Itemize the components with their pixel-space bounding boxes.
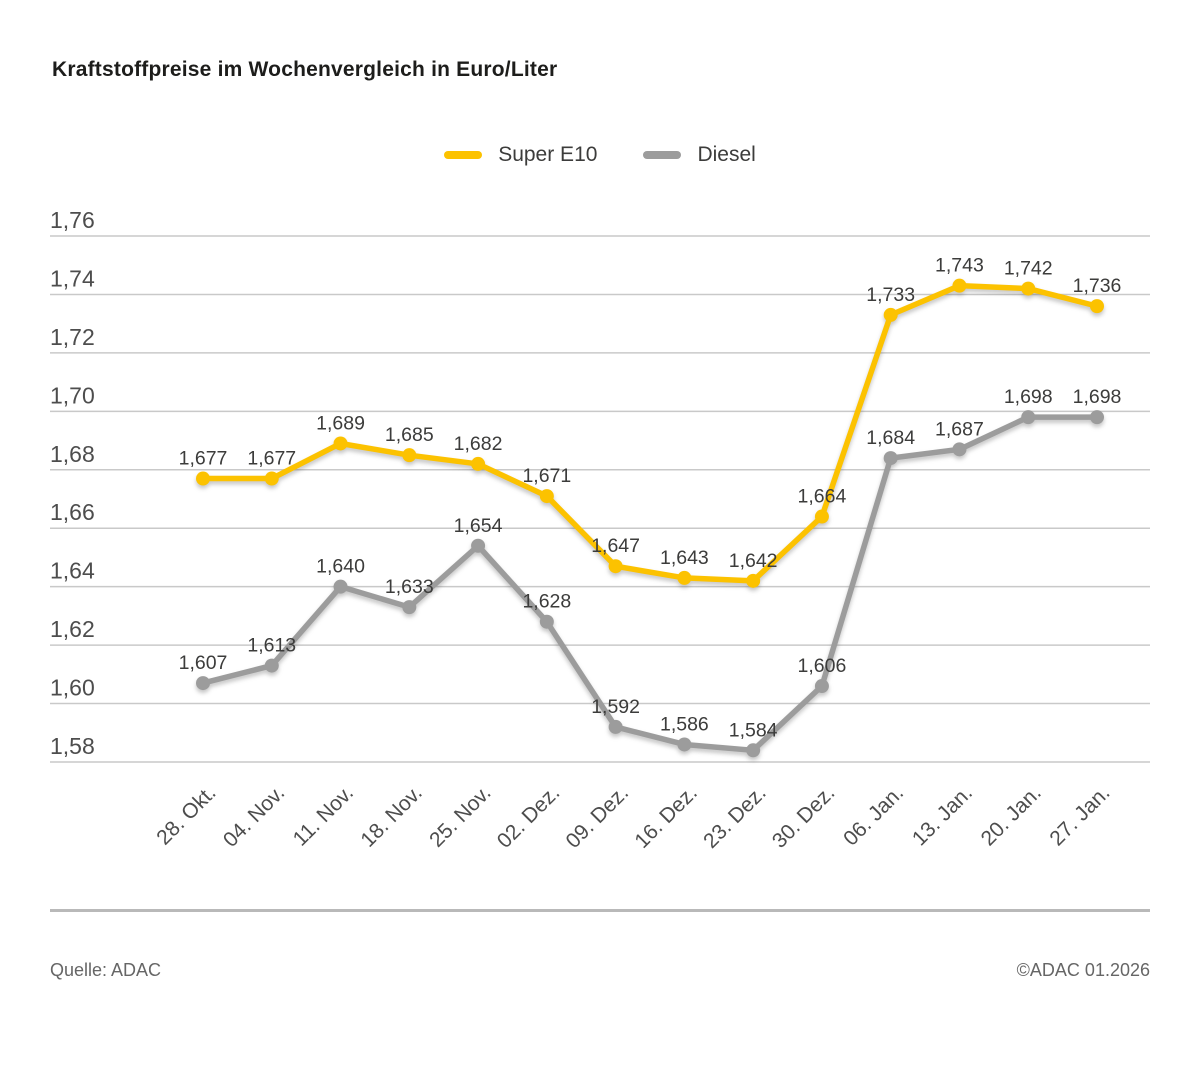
fuel-price-line-chart: 1,76 1,74 1,72 1,70 1,68 1,66 1,64 1,62 1,60 1,58… [50, 207, 1150, 853]
data-point-label: 1,606 [798, 655, 847, 677]
data-point-label: 1,592 [591, 696, 640, 718]
data-point [608, 559, 623, 574]
legend-swatch-diesel-icon [643, 151, 682, 159]
chart-legend: Super E10 Diesel [0, 143, 1200, 167]
data-point [1090, 299, 1104, 314]
data-point-label: 1,613 [247, 635, 296, 657]
data-point-label: 1,664 [798, 486, 847, 508]
data-point [333, 579, 348, 594]
data-point-label: 1,736 [1073, 275, 1122, 297]
x-tick-label: 25. Nov. [425, 781, 495, 851]
data-point [333, 436, 348, 451]
x-tick-label: 30. Dez. [768, 781, 840, 853]
data-point-label: 1,671 [522, 465, 571, 487]
data-point [196, 471, 210, 486]
data-point [402, 448, 417, 463]
data-point [608, 719, 623, 734]
data-point-label: 1,643 [660, 547, 709, 569]
data-point [196, 676, 210, 691]
x-tick-label: 13. Jan. [908, 781, 977, 850]
data-point-label: 1,689 [316, 412, 365, 434]
data-point-label: 1,684 [866, 427, 915, 449]
y-tick-label: 1,62 [50, 616, 95, 642]
x-tick-label: 28. Okt. [152, 781, 220, 849]
legend-label-diesel: Diesel [697, 143, 756, 166]
series-diesel [196, 410, 1104, 758]
data-point-label: 1,743 [935, 255, 984, 277]
data-point-label: 1,633 [385, 576, 434, 598]
y-tick-label: 1,68 [50, 441, 95, 467]
series-line [200, 414, 1100, 754]
data-point-label: 1,586 [660, 713, 709, 735]
y-tick-label: 1,66 [50, 499, 95, 525]
x-tick-label: 04. Nov. [219, 781, 289, 851]
data-point [471, 538, 486, 553]
x-tick-label: 18. Nov. [356, 781, 426, 851]
data-point-label: 1,742 [1004, 258, 1053, 280]
data-point-label: 1,640 [316, 556, 365, 578]
legend-label-super-e10: Super E10 [498, 143, 598, 166]
data-point-label: 1,687 [935, 418, 984, 440]
data-point [952, 442, 967, 457]
x-tick-label: 23. Dez. [699, 781, 771, 853]
data-point [1021, 281, 1036, 296]
data-point-label: 1,647 [591, 535, 640, 557]
source-text: Quelle: ADAC [50, 960, 162, 980]
data-point [1090, 410, 1104, 425]
data-point [746, 743, 761, 758]
data-point-label: 1,607 [179, 652, 228, 674]
chart-title: Kraftstoffpreise im Wochenvergleich in E… [52, 58, 558, 81]
footer: Quelle: ADAC ©ADAC 01.2026 [50, 960, 1150, 981]
data-point [677, 570, 692, 585]
data-point-label: 1,685 [385, 424, 434, 446]
legend-item-super-e10: Super E10 [444, 143, 597, 167]
data-point-label: 1,642 [729, 550, 778, 572]
legend-swatch-super-e10-icon [444, 151, 483, 159]
data-point [402, 600, 417, 615]
data-point-label: 1,698 [1073, 386, 1122, 408]
data-point-label: 1,677 [179, 448, 228, 470]
data-point [539, 614, 554, 629]
data-point [539, 489, 554, 504]
data-point-label: 1,682 [454, 433, 503, 455]
y-tick-label: 1,72 [50, 324, 95, 350]
x-tick-label: 02. Dez. [493, 781, 565, 853]
data-point-label: 1,698 [1004, 386, 1053, 408]
data-point-label: 1,654 [454, 515, 503, 537]
x-tick-label: 16. Dez. [630, 781, 702, 853]
series-super-e10 [196, 278, 1104, 588]
data-point [814, 679, 829, 694]
x-tick-label: 11. Nov. [289, 781, 358, 850]
x-tick-label: 09. Dez. [562, 781, 634, 853]
footer-divider [50, 909, 1150, 912]
series-line [200, 282, 1100, 584]
y-tick-label: 1,76 [50, 207, 95, 233]
y-tick-label: 1,74 [50, 265, 95, 291]
x-tick-label: 20. Jan. [977, 781, 1046, 850]
data-point [264, 658, 279, 673]
data-point [883, 307, 898, 322]
x-tick-label: 06. Jan. [839, 781, 908, 850]
data-point-label: 1,733 [866, 284, 915, 306]
data-point-label: 1,628 [522, 591, 571, 613]
data-point [746, 573, 761, 588]
y-tick-label: 1,64 [50, 558, 95, 584]
copyright-text: ©ADAC 01.2026 [1016, 960, 1150, 980]
y-tick-label: 1,70 [50, 382, 95, 408]
data-point [264, 471, 279, 486]
data-point [677, 737, 692, 752]
data-point-label: 1,584 [729, 719, 778, 741]
x-tick-label: 27. Jan. [1045, 781, 1114, 850]
data-point [952, 278, 967, 293]
y-tick-label: 1,58 [50, 733, 95, 759]
data-point-label: 1,677 [247, 448, 296, 470]
data-point [1021, 410, 1036, 425]
data-point [814, 509, 829, 524]
data-point [883, 451, 898, 466]
data-point [471, 456, 486, 471]
legend-item-diesel: Diesel [643, 143, 756, 167]
y-tick-label: 1,60 [50, 675, 95, 701]
